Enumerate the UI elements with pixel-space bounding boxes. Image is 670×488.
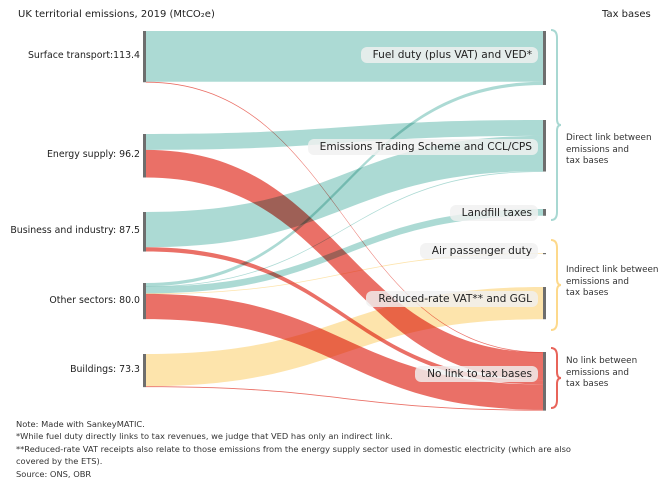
target-label-nolink: No link to tax bases: [415, 366, 538, 382]
sankey-flows: [146, 31, 543, 411]
source-label-business: Business and industry: 87.5: [10, 225, 140, 236]
target-label-ets: Emissions Trading Scheme and CCL/CPS: [307, 139, 538, 155]
flow-energy-to-nolink: [146, 149, 543, 381]
note-line: Note: Made with SankeyMATIC.: [16, 419, 145, 429]
group-braces: [550, 29, 562, 409]
target-column-title: Tax bases: [602, 9, 651, 20]
group-label-line: emissions and: [566, 144, 629, 155]
brace-direct: [550, 29, 562, 221]
sankey-diagram: [143, 29, 562, 411]
group-label-line: tax bases: [566, 156, 609, 166]
group-label-line: Direct link between: [566, 133, 652, 143]
flow-business-to-ets: [146, 135, 543, 248]
flow-other-to-apd: [146, 253, 543, 295]
flow-surface-to-nolink: [146, 81, 543, 353]
group-label-line: tax bases: [566, 288, 609, 298]
sankey-nodes: [143, 31, 546, 411]
group-label-none: No link between emissions and tax bases: [566, 356, 637, 391]
target-label-apd: Air passenger duty: [419, 243, 538, 259]
source-node-buildings: [143, 354, 146, 388]
target-node-vat: [543, 287, 546, 320]
group-label-line: No link between: [566, 356, 638, 366]
flow-other-to-landfill: [146, 209, 543, 294]
note-line: **Reduced-rate VAT receipts also relate …: [16, 443, 571, 454]
footnotes: Note: Made with SankeyMATIC. *While fuel…: [16, 418, 661, 480]
source-node-energy: [143, 134, 146, 178]
source-node-business: [143, 212, 146, 252]
source-node-surface: [143, 31, 146, 83]
target-node-ets: [543, 120, 546, 172]
flow-surface-to-fuel: [146, 31, 543, 82]
target-node-apd: [543, 253, 546, 255]
target-node-nolink: [543, 352, 546, 411]
brace-none: [550, 347, 562, 409]
source-node-other: [143, 283, 146, 320]
note-line: *While fuel duty directly links to tax r…: [16, 431, 393, 442]
source-label-other: Other sectors: 80.0: [49, 295, 140, 306]
target-label-fuel: Fuel duty (plus VAT) and VED*: [360, 47, 538, 63]
brace-indirect: [550, 239, 562, 331]
group-label-direct: Direct link between emissions and tax base…: [566, 133, 652, 168]
target-label-vat: Reduced-rate VAT** and GGL: [366, 291, 538, 307]
source-label-energy: Energy supply: 96.2: [46, 149, 140, 160]
flow-other-to-ets: [146, 171, 543, 287]
source-column-title: UK territorial emissions, 2019 (MtCO₂e): [18, 9, 215, 20]
source-label-surface: Surface transport:113.4: [27, 50, 140, 61]
target-node-landfill: [543, 209, 546, 216]
flow-buildings-to-nolink: [146, 386, 543, 411]
flow-business-to-nolink: [146, 247, 543, 385]
target-node-fuel: [543, 31, 546, 85]
group-label-line: Indirect link between: [566, 265, 659, 275]
group-label-indirect: Indirect link between emissions and tax ba…: [566, 265, 659, 300]
note-line: Source: ONS, OBR: [16, 468, 92, 479]
group-label-line: emissions and: [566, 276, 629, 287]
group-label-line: emissions and: [566, 367, 629, 378]
source-label-buildings: Buildings: 73.3: [70, 364, 140, 375]
flow-buildings-to-vat: [146, 287, 543, 387]
flow-other-to-fuel: [146, 81, 543, 287]
flow-energy-to-ets: [146, 120, 543, 150]
note-line: covered by the ETS).: [16, 456, 103, 467]
target-label-landfill: Landfill taxes: [449, 205, 538, 221]
group-label-line: tax bases: [566, 379, 609, 389]
